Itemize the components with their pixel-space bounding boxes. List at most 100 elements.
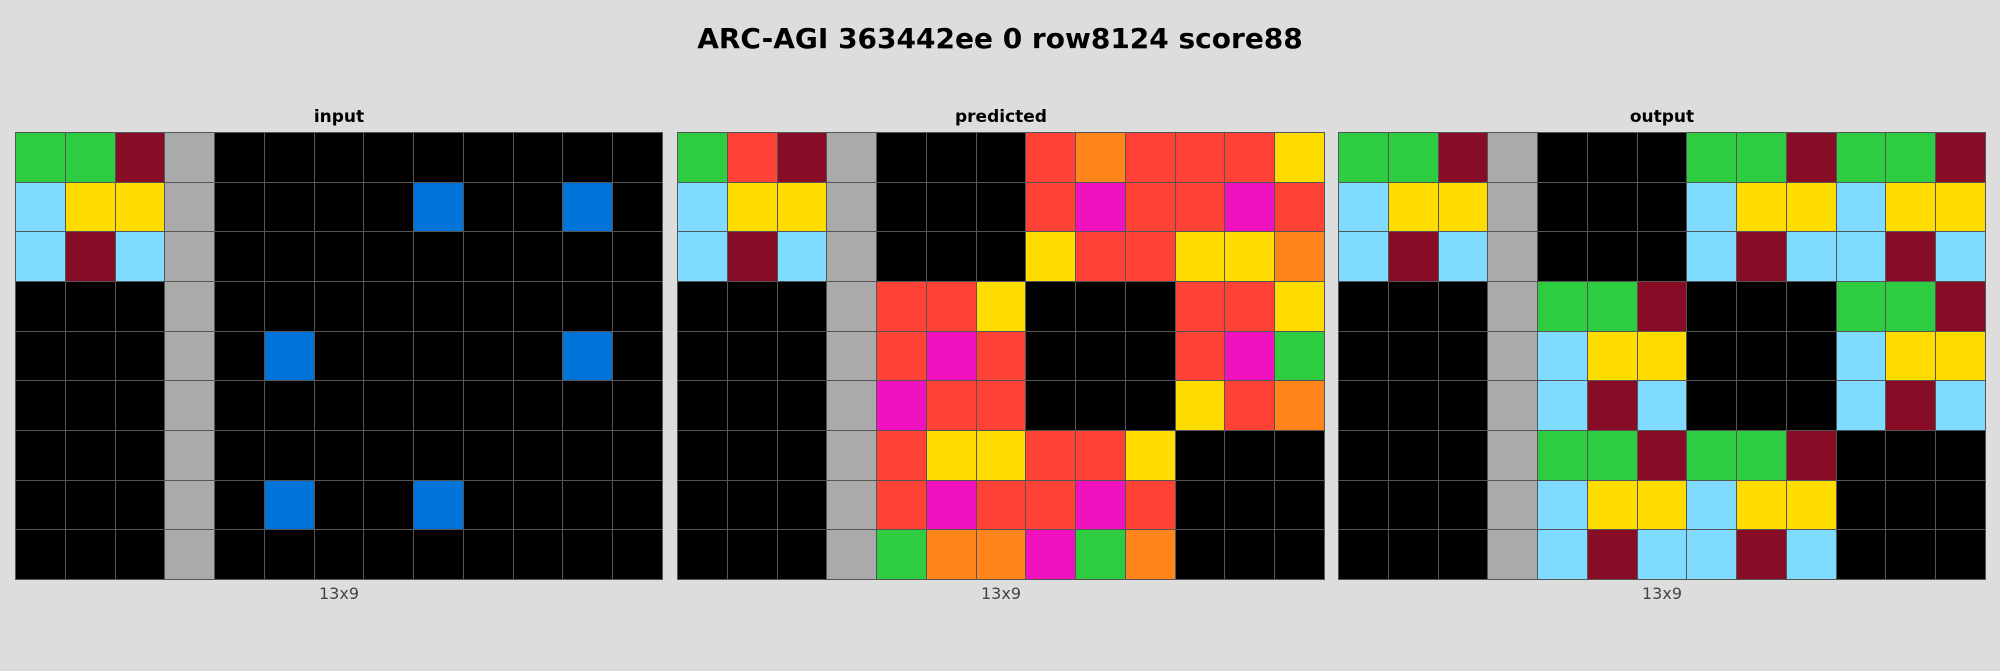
grid-cell	[1388, 282, 1438, 331]
grid-cell	[1538, 530, 1587, 579]
grid-cell	[1886, 480, 1936, 530]
grid-cell	[513, 133, 563, 182]
grid-cell	[727, 182, 777, 232]
grid-cell	[1786, 431, 1836, 480]
grid-cell	[1637, 331, 1687, 381]
grid-cell	[1886, 530, 1936, 579]
grid-cell	[1488, 530, 1538, 579]
grid-cell	[1538, 431, 1587, 480]
grid-cell	[827, 331, 877, 381]
grid-cell	[1076, 431, 1125, 480]
grid-cell	[1737, 480, 1786, 530]
panel-label-input: input	[313, 107, 365, 127]
grid-cell	[1388, 182, 1438, 232]
panel-label-output: output	[1629, 107, 1695, 127]
grid-cell	[1076, 530, 1125, 579]
grid-cell	[463, 530, 513, 579]
grid-cell	[1026, 431, 1076, 480]
grid-cell	[165, 282, 215, 331]
grid-cell	[1587, 282, 1637, 331]
grid-cell	[463, 232, 513, 281]
grid-cell	[414, 381, 463, 430]
grid-cell	[215, 480, 264, 530]
grid-cell	[165, 331, 215, 381]
grid-cell	[1275, 480, 1324, 530]
grid-cell	[1637, 182, 1687, 232]
grid-cell	[264, 282, 314, 331]
grid-cell	[115, 282, 165, 331]
grid-cell	[976, 431, 1026, 480]
panel-label-predicted: predicted	[955, 107, 1047, 127]
grid-cell	[314, 133, 364, 182]
grid-cell	[1637, 480, 1687, 530]
grid-cell	[1026, 232, 1076, 281]
grid-cell	[727, 232, 777, 281]
grid-cell	[613, 133, 662, 182]
grid-cell	[1687, 282, 1737, 331]
page-title: ARC-AGI 363442ee 0 row8124 score88	[697, 22, 1303, 55]
grid-cell	[1737, 431, 1786, 480]
grid-cell	[1076, 133, 1125, 182]
grid-cell	[1275, 232, 1324, 281]
grid-cell	[1175, 133, 1225, 182]
grid-cell	[165, 431, 215, 480]
grid-cell	[1538, 182, 1587, 232]
grid-cell	[926, 232, 976, 281]
grid-cell	[1125, 530, 1175, 579]
grid-cell	[1587, 381, 1637, 430]
grid-cell	[678, 530, 727, 579]
grid-cell	[563, 530, 613, 579]
grid-cell	[1225, 431, 1275, 480]
grid-cell	[926, 530, 976, 579]
grid-cell	[1225, 530, 1275, 579]
grid-cell	[926, 331, 976, 381]
grid-cell	[727, 480, 777, 530]
grid-cell	[1488, 182, 1538, 232]
grid-cell	[1786, 182, 1836, 232]
grid-cell	[678, 133, 727, 182]
grid-cell	[877, 530, 926, 579]
grid-cell	[877, 282, 926, 331]
grid-cell	[463, 133, 513, 182]
grid-cell	[215, 232, 264, 281]
grid-cell	[727, 282, 777, 331]
grid-cell	[463, 182, 513, 232]
grid-cell	[727, 331, 777, 381]
grid-cell	[563, 232, 613, 281]
grid-cell	[678, 331, 727, 381]
grid-cell	[1125, 182, 1175, 232]
grid-cell	[976, 331, 1026, 381]
grid-cell	[1339, 381, 1388, 430]
grid-cell	[1339, 431, 1388, 480]
grid-cell	[727, 530, 777, 579]
grid-cell	[264, 232, 314, 281]
grid-cell	[1125, 431, 1175, 480]
grid-cell	[314, 331, 364, 381]
grid-cell	[777, 182, 827, 232]
grid-cell	[1175, 232, 1225, 281]
grid-cell	[1175, 530, 1225, 579]
grid-cell	[678, 431, 727, 480]
grid-cell	[16, 182, 65, 232]
grid-cell	[1438, 182, 1488, 232]
grid-cell	[1488, 381, 1538, 430]
grid-cell	[364, 431, 414, 480]
grid-cell	[463, 480, 513, 530]
grid-cell	[1076, 381, 1125, 430]
grid-cell	[563, 133, 613, 182]
grid-cell	[414, 182, 463, 232]
grid-cell	[65, 182, 115, 232]
grid-cell	[314, 431, 364, 480]
grid-cell	[364, 232, 414, 281]
grid-cell	[16, 282, 65, 331]
grid-cell	[777, 431, 827, 480]
grid-cell	[1737, 282, 1786, 331]
grid-cell	[1339, 232, 1388, 281]
grid-cell	[877, 480, 926, 530]
grid-cell	[1587, 331, 1637, 381]
grid-cell	[1125, 133, 1175, 182]
grid-cell	[678, 480, 727, 530]
grid-cell	[65, 133, 115, 182]
grid-cell	[827, 282, 877, 331]
grid-dimensions-input: 13x9	[318, 584, 359, 603]
